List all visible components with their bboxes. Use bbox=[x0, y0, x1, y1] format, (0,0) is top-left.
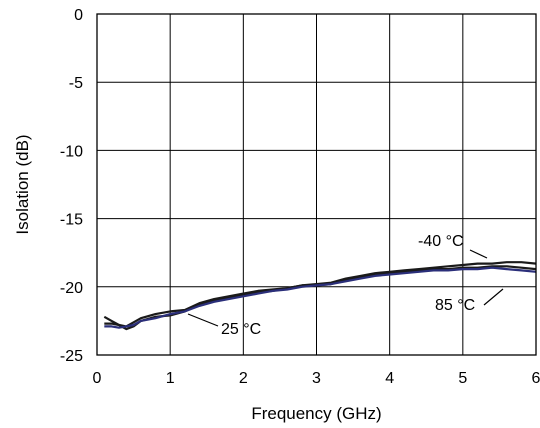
x-tick-label: 0 bbox=[93, 370, 102, 387]
series-line-85-c bbox=[104, 266, 537, 329]
annotation-40-c: -40 °C bbox=[418, 233, 464, 250]
annotation-leader bbox=[187, 313, 219, 327]
x-tick-label: 1 bbox=[166, 370, 175, 387]
x-tick-labels: 0 1 2 3 4 5 6 bbox=[93, 370, 540, 387]
annotation-25-c: 25 °C bbox=[221, 321, 261, 338]
y-tick-label: 0 bbox=[74, 7, 83, 24]
series-line-40-c bbox=[104, 261, 537, 328]
annotation-leader bbox=[483, 288, 504, 306]
y-tick-label: -20 bbox=[60, 280, 83, 297]
y-tick-labels: 0 -5 -10 -15 -20 -25 bbox=[60, 7, 83, 365]
x-axis-label: Frequency (GHz) bbox=[251, 404, 381, 423]
x-tick-label: 2 bbox=[239, 370, 248, 387]
annotations: -40 °C 25 °C 85 °C bbox=[187, 233, 504, 338]
plot-frame bbox=[96, 13, 537, 356]
y-tick-label: -15 bbox=[60, 212, 83, 229]
x-tick-label: 6 bbox=[532, 370, 540, 387]
series-group bbox=[103, 261, 537, 331]
annotation-85-c: 85 °C bbox=[435, 297, 475, 314]
x-tick-label: 4 bbox=[385, 370, 394, 387]
y-tick-label: -10 bbox=[60, 143, 83, 160]
y-axis-label: Isolation (dB) bbox=[13, 134, 32, 234]
y-tick-label: -5 bbox=[69, 75, 83, 92]
x-tick-label: 5 bbox=[458, 370, 467, 387]
annotation-leader bbox=[469, 249, 488, 259]
y-tick-label: -25 bbox=[60, 348, 83, 365]
x-tick-label: 3 bbox=[312, 370, 321, 387]
